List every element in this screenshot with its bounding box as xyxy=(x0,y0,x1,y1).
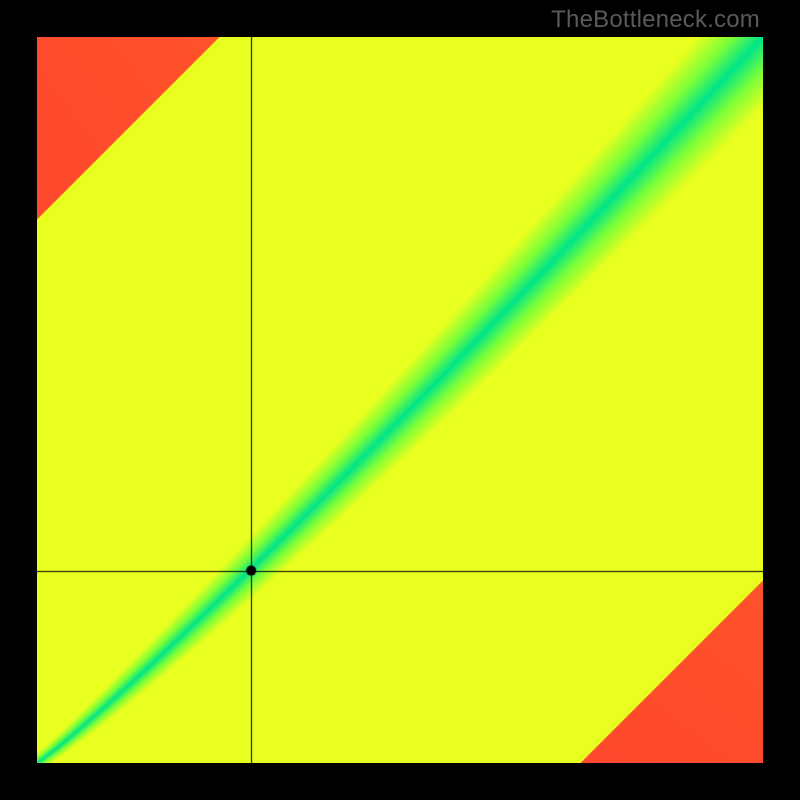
chart-container: TheBottleneck.com xyxy=(0,0,800,800)
watermark-text: TheBottleneck.com xyxy=(551,6,760,34)
overlay-canvas xyxy=(37,37,763,763)
plot-area xyxy=(37,37,763,763)
